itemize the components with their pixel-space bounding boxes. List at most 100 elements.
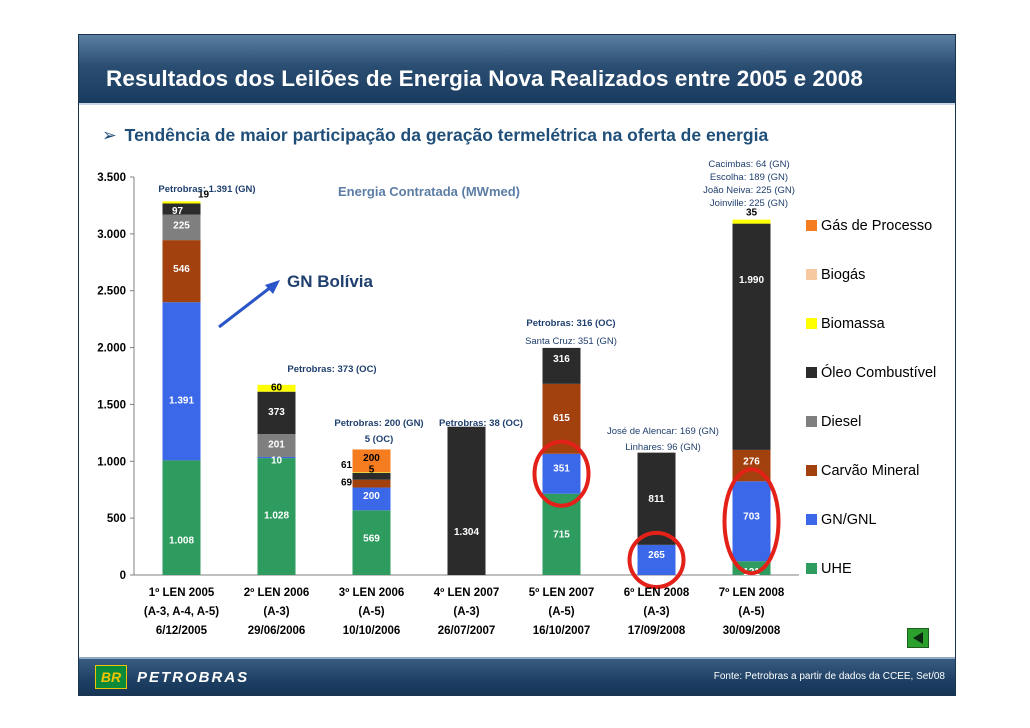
slide: Resultados dos Leilões de Energia Nova R…: [78, 34, 956, 696]
legend-label: GN/GNL: [821, 512, 877, 528]
legend-label: Óleo Combustível: [821, 364, 936, 381]
segment-value-label: 1.391: [169, 395, 194, 406]
x-category-type: (A-5): [548, 606, 574, 618]
annotation-bar7-line: Joinville: 225 (GN): [710, 198, 788, 209]
bar-segment: [162, 201, 201, 204]
x-category-date: 29/06/2006: [248, 625, 306, 637]
legend-label: Biomassa: [821, 316, 886, 332]
segment-value-label: 69: [341, 478, 353, 489]
bar-segment: [637, 544, 676, 575]
x-category-label: 3º LEN 2006: [339, 587, 405, 599]
x-category-type: (A-3): [453, 606, 479, 618]
y-tick-label: 500: [107, 513, 126, 525]
highlight-ring: [722, 467, 781, 576]
x-category-type: (A-3, A-4, A-5): [144, 606, 219, 618]
segment-value-label: 546: [173, 264, 190, 275]
segment-value-label: 10: [271, 456, 283, 467]
segment-value-label: 225: [173, 220, 190, 231]
footer-rule: [79, 657, 955, 659]
annotation-bar6-line2: Linhares: 96 (GN): [625, 442, 701, 453]
x-category-label: 1º LEN 2005: [149, 587, 215, 599]
legend-swatch: [806, 318, 817, 329]
bar-segment: [637, 452, 676, 545]
header-bar: Resultados dos Leilões de Energia Nova R…: [79, 35, 955, 105]
segment-value-label: 61: [341, 460, 353, 471]
highlight-ring: [627, 530, 686, 590]
bar-segment: [162, 302, 201, 461]
bar-segment: [732, 223, 771, 450]
legend-swatch: [806, 563, 817, 574]
x-category-date: 17/09/2008: [628, 625, 686, 637]
legend-swatch: [806, 269, 817, 280]
annotation-bar7-line: Cacimbas: 64 (GN): [708, 159, 789, 170]
annotation-bar7-line: João Neiva: 225 (GN): [703, 185, 795, 196]
segment-value-label: 1.028: [264, 511, 289, 522]
logo-text: PETROBRAS: [137, 668, 250, 686]
segment-value-label: 703: [743, 511, 760, 522]
y-tick-label: 1.500: [97, 399, 126, 411]
bar-segment: [352, 472, 391, 480]
bar-segment: [352, 510, 391, 575]
segment-value-label: 200: [363, 491, 380, 502]
legend-label: Carvão Mineral: [821, 463, 919, 479]
annotation-bar2: Petrobras: 373 (OC): [287, 364, 376, 375]
segment-value-label: 35: [746, 208, 758, 219]
annotation-bar5-line1: Petrobras: 316 (OC): [526, 318, 615, 329]
segment-value-label: 316: [553, 354, 570, 365]
bar-segment: [162, 203, 201, 215]
bar-segment: [352, 487, 391, 511]
stacked-bar-chart: 0 500 1.000 1.500 2.000 2.500 3.000 3.500 Energi…: [97, 159, 936, 637]
bar-segment: [257, 384, 296, 392]
segment-value-label: 351: [553, 464, 570, 475]
x-category-type: (A-3): [643, 606, 669, 618]
x-category-date: 16/10/2007: [533, 625, 591, 637]
y-tick-label: 3.500: [97, 172, 126, 184]
y-tick-label: 1.000: [97, 456, 126, 468]
segment-value-label: 569: [363, 534, 380, 545]
annotation-arrow-line: [218, 285, 272, 329]
bar-segment: [257, 391, 296, 435]
annotation-bar4: Petrobras: 38 (OC): [439, 418, 523, 429]
bar-segment: [257, 434, 296, 457]
segment-value-label: 1.304: [454, 527, 479, 538]
annotation-arrow-head: [265, 280, 280, 294]
bar-segment: [732, 481, 771, 562]
legend-swatch: [806, 416, 817, 427]
x-category-date: 6/12/2005: [156, 625, 208, 637]
bar-segment: [352, 472, 391, 473]
bullet-arrow-icon: ➢: [102, 125, 117, 145]
y-tick-label: 3.000: [97, 229, 126, 241]
x-category-label: 5º LEN 2007: [529, 587, 595, 599]
segment-value-label: 5: [369, 464, 375, 475]
bar-segment: [542, 453, 581, 494]
annotation-bar1: Petrobras: 1.391 (GN): [158, 184, 255, 195]
segment-value-label: 276: [743, 457, 760, 468]
bar-segment: [352, 449, 391, 473]
bar-segment: [542, 347, 581, 384]
legend-swatch: [806, 367, 817, 378]
bar-segment: [162, 240, 201, 303]
bar-segment: [447, 426, 486, 575]
bar-segment: [257, 458, 296, 575]
x-category-date: 30/09/2008: [723, 625, 781, 637]
legend-swatch: [806, 514, 817, 525]
x-category-date: 26/07/2007: [438, 625, 496, 637]
segment-value-label: 1.008: [169, 536, 194, 547]
back-button[interactable]: [907, 628, 929, 648]
segment-value-label: 373: [268, 407, 285, 418]
legend-swatch: [806, 220, 817, 231]
segment-value-label: 265: [648, 550, 665, 561]
x-category-type: (A-3): [263, 606, 289, 618]
segment-value-label: 97: [172, 206, 184, 217]
chart-title: Energia Contratada (MWmed): [338, 184, 520, 199]
bar-segment: [162, 460, 201, 575]
segment-value-label: 19: [198, 189, 210, 200]
x-category-date: 10/10/2006: [343, 625, 401, 637]
highlight-ring: [532, 439, 591, 508]
subtitle-text: Tendência de maior participação da geraç…: [124, 125, 769, 145]
annotation-bar6-line1: José de Alencar: 169 (GN): [607, 426, 719, 437]
y-tick-label: 2.500: [97, 286, 126, 298]
x-category-type: (A-5): [358, 606, 384, 618]
y-tick-label: 0: [120, 570, 126, 582]
slide-title: Resultados dos Leilões de Energia Nova R…: [106, 66, 864, 91]
